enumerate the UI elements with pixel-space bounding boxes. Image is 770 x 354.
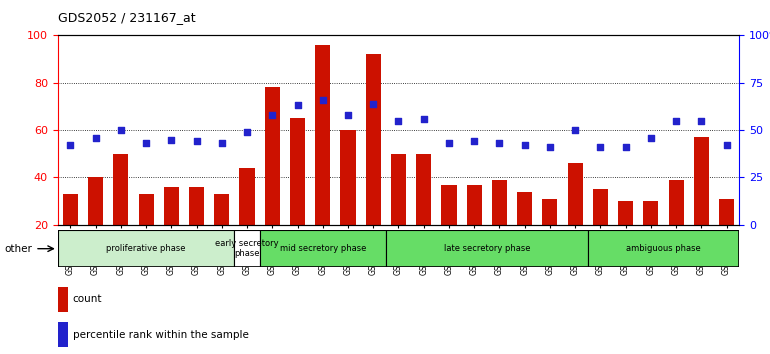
Bar (567, 163, 583, 225)
Point (342, 112, 354, 118)
Bar (113, 154, 129, 225)
Point (115, 127, 127, 133)
Point (695, 118, 708, 124)
Text: percentile rank within the sample: percentile rank within the sample (72, 330, 249, 340)
Bar (618, 201, 633, 225)
Point (518, 142, 531, 148)
Bar (139, 194, 154, 225)
Point (241, 129, 253, 135)
Point (140, 141, 152, 146)
Bar (416, 154, 431, 225)
Bar (467, 184, 482, 225)
Point (367, 101, 380, 107)
Point (569, 127, 581, 133)
Bar (63, 194, 78, 225)
Text: proliferative phase: proliferative phase (106, 244, 186, 253)
Bar (189, 187, 204, 225)
Bar (492, 180, 507, 225)
Bar (517, 192, 532, 225)
Point (670, 118, 682, 124)
Text: late secretory phase: late secretory phase (444, 244, 530, 253)
Point (190, 139, 203, 144)
Point (417, 116, 430, 121)
Bar (719, 199, 734, 225)
Text: early secretory
phase: early secretory phase (216, 239, 279, 258)
Bar (593, 189, 608, 225)
Bar (290, 118, 305, 225)
Point (494, 141, 506, 146)
Point (544, 144, 556, 150)
Point (721, 142, 733, 148)
Point (619, 144, 631, 150)
Point (89, 135, 102, 141)
Bar (164, 187, 179, 225)
Point (291, 103, 303, 108)
Bar (259, 230, 386, 267)
Point (216, 141, 228, 146)
Bar (239, 168, 255, 225)
Bar (643, 201, 658, 225)
Bar (214, 194, 229, 225)
Bar (542, 199, 557, 225)
Point (594, 144, 607, 150)
Bar (386, 230, 588, 267)
Text: ambiguous phase: ambiguous phase (626, 244, 701, 253)
Point (392, 118, 404, 124)
Point (468, 139, 480, 144)
Bar (694, 137, 709, 225)
Bar (58, 322, 68, 347)
Bar (88, 177, 103, 225)
Text: GDS2052 / 231167_at: GDS2052 / 231167_at (58, 11, 196, 24)
Text: mid secretory phase: mid secretory phase (280, 244, 366, 253)
Text: other: other (5, 244, 32, 254)
Bar (58, 287, 68, 312)
Bar (340, 130, 356, 225)
Bar (315, 45, 330, 225)
Point (443, 141, 455, 146)
Bar (265, 87, 280, 225)
Point (64, 142, 76, 148)
Point (266, 112, 279, 118)
Text: count: count (72, 295, 102, 304)
Bar (366, 54, 381, 225)
Bar (441, 184, 457, 225)
Bar (58, 230, 234, 267)
Bar (234, 230, 259, 267)
Bar (391, 154, 406, 225)
Point (316, 97, 329, 103)
Point (644, 135, 657, 141)
Bar (668, 180, 684, 225)
Point (165, 137, 177, 142)
Bar (588, 230, 739, 267)
